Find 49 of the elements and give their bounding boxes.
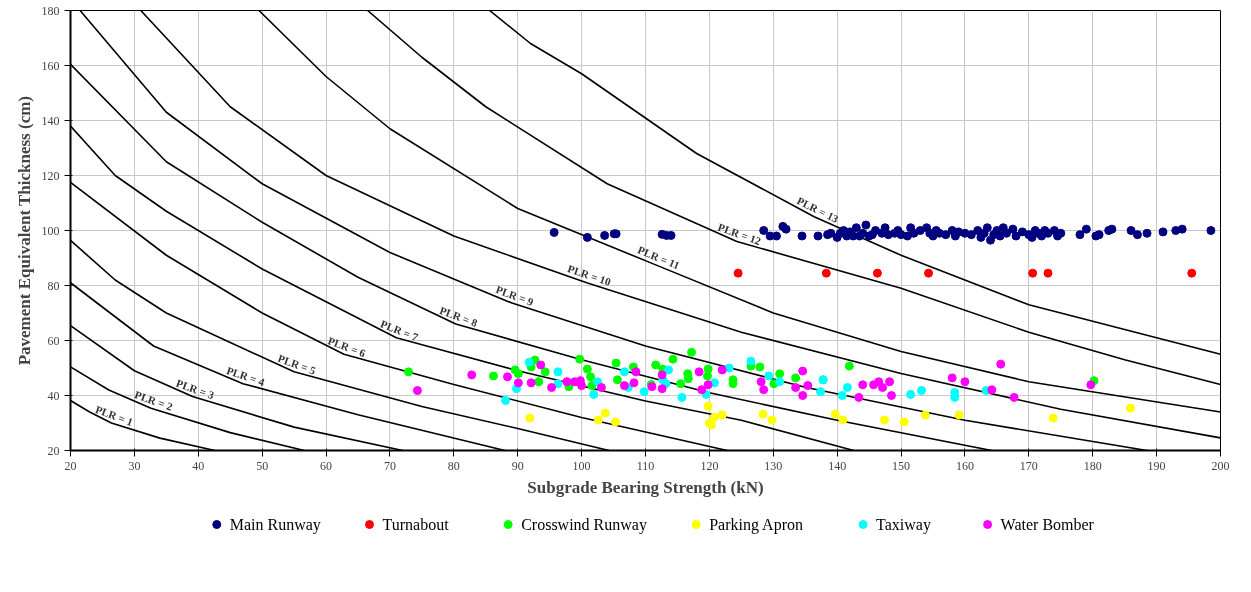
x-tick-label: 170: [1019, 458, 1038, 473]
y-tick-label: 60: [47, 333, 60, 348]
legend-label: Water Bomber: [1000, 516, 1095, 533]
x-tick-label: 200: [1211, 458, 1230, 473]
x-tick-label: 110: [636, 458, 655, 473]
legend-label: Main Runway: [229, 516, 321, 534]
x-tick-label: 130: [764, 458, 783, 473]
x-tick-label: 190: [1147, 458, 1166, 473]
x-tick-label: 140: [828, 458, 847, 473]
legend-label: Crosswind Runway: [521, 516, 647, 534]
x-tick-label: 60: [320, 458, 333, 473]
y-tick-label: 20: [47, 443, 60, 458]
y-axis-title: Pavement Equivalent Thickness (cm): [14, 95, 34, 366]
text: PLR = 5: [276, 351, 318, 377]
text: PLR = 2: [133, 388, 175, 413]
y-tick-label: 80: [47, 278, 60, 293]
text: PLR = 3: [174, 376, 217, 402]
text: PLR = 6: [326, 334, 368, 360]
x-tick-label: 90: [511, 458, 524, 473]
y-tick-label: 120: [41, 168, 60, 183]
text: PLR = 11: [636, 243, 682, 272]
text: PLR = 12: [716, 220, 764, 248]
text: PLR = 4: [225, 364, 267, 389]
x-tick-label: 40: [192, 458, 205, 473]
y-tick-label: 160: [41, 58, 60, 73]
text: PLR = 8: [438, 304, 480, 330]
x-tick-label: 160: [955, 458, 974, 473]
legend-label: Turnabout: [382, 516, 450, 533]
x-tick-label: 70: [383, 458, 396, 473]
y-tick-label: 100: [41, 223, 60, 238]
legend-label: Parking Apron: [709, 516, 803, 534]
x-axis-title: Subgrade Bearing Strength (kN): [527, 477, 764, 497]
x-tick-label: 120: [700, 458, 719, 473]
x-tick-label: 100: [572, 458, 591, 473]
legend-label: Taxiway: [876, 516, 931, 534]
text: PLR = 13: [795, 194, 841, 226]
x-tick-label: 180: [1083, 458, 1102, 473]
x-tick-label: 150: [892, 458, 911, 473]
y-tick-label: 180: [41, 3, 60, 18]
y-tick-label: 40: [47, 388, 60, 403]
y-tick-label: 140: [41, 113, 60, 128]
x-tick-label: 30: [128, 458, 141, 473]
text: PLR = 7: [378, 317, 421, 344]
text: PLR = 10: [566, 262, 613, 289]
text: PLR = 9: [494, 283, 536, 309]
x-tick-label: 20: [64, 458, 77, 473]
text: PLR = 1: [93, 403, 135, 428]
x-tick-label: 50: [256, 458, 269, 473]
x-tick-label: 80: [447, 458, 460, 473]
